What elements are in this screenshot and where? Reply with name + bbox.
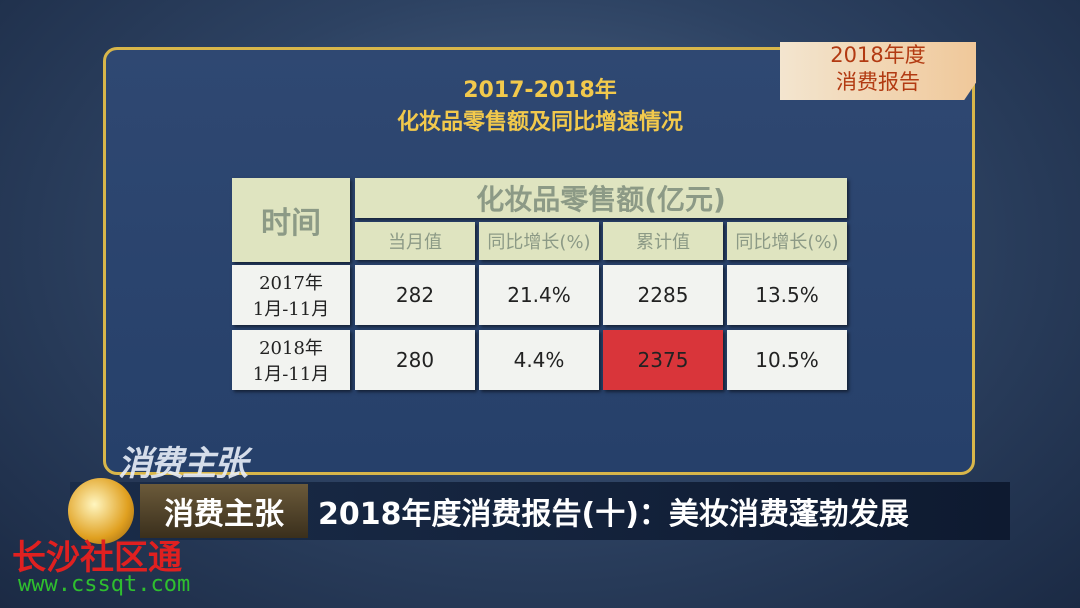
row-label-line: 2018年 [259,338,323,359]
data-cell: 4.4% [479,330,599,390]
column-header: 当月值 [355,222,475,260]
data-cell: 2285 [603,265,723,325]
watermark-name: 长沙社区通 [12,538,182,578]
column-header: 同比增长(%) [479,222,599,260]
title: 2017-2018年 [463,78,617,103]
row-label: 2018年 1月-11月 [232,330,350,390]
data-cell: 21.4% [479,265,599,325]
report-badge: 2018年度 消费报告 [780,42,976,100]
globe-icon [68,478,134,544]
row-label-line: 2017年 [259,273,323,294]
data-cell: 13.5% [727,265,847,325]
row-label: 2017年 1月-11月 [232,265,350,325]
column-header: 同比增长(%) [727,222,847,260]
headline: 2018年度消费报告(十)：美妆消费蓬勃发展 [318,497,909,532]
badge-line: 消费报告 [836,70,920,94]
data-cell: 280 [355,330,475,390]
badge-line: 2018年度 [830,43,926,67]
data-cell: 10.5% [727,330,847,390]
row-label-line: 1月-11月 [252,299,330,320]
program-name: 消费主张 [140,484,308,538]
title: 化妆品零售额及同比增速情况 [396,110,683,135]
row-label-line: 1月-11月 [252,364,330,385]
column-header: 累计值 [603,222,723,260]
group-header: 化妆品零售额(亿元) [355,178,847,218]
corner-header: 时间 [232,178,350,262]
data-cell: 2375 [603,330,723,390]
watermark-url: www.cssqt.com [18,572,191,597]
data-cell: 282 [355,265,475,325]
program-logo: 消费主张 [118,444,248,484]
